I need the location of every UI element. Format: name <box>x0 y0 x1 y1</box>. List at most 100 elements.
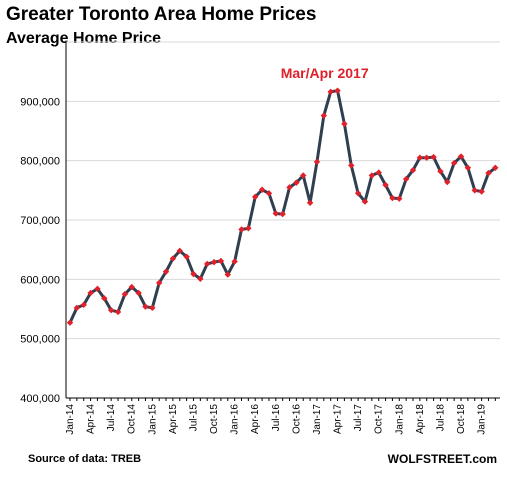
data-point-marker <box>286 184 293 191</box>
data-point-marker <box>492 164 499 171</box>
data-point-marker <box>396 195 403 202</box>
data-point-marker <box>341 120 348 128</box>
data-point-marker <box>375 169 382 176</box>
data-point-marker <box>217 257 225 265</box>
data-point-marker <box>231 258 238 265</box>
chart-title: Greater Toronto Area Home Prices <box>6 4 317 25</box>
data-point-marker <box>389 194 396 202</box>
data-point-marker <box>66 319 74 326</box>
data-point-marker <box>238 226 245 233</box>
x-tick-label: Jan-19 <box>477 404 488 435</box>
y-tick-label: 600,000 <box>20 274 60 286</box>
data-point-marker <box>464 164 472 171</box>
data-point-marker <box>382 181 389 189</box>
peak-annotation: Mar/Apr 2017 <box>281 65 369 81</box>
y-tick-label: 700,000 <box>20 215 60 227</box>
data-point-marker <box>430 153 437 161</box>
data-point-marker <box>348 162 355 169</box>
x-tick-label: Jul-15 <box>188 404 199 432</box>
x-tick-label: Jan-14 <box>65 404 76 435</box>
data-point-marker <box>416 154 424 161</box>
x-tick-label: Apr-14 <box>86 404 97 434</box>
data-point-marker <box>155 279 163 287</box>
data-point-marker <box>313 158 321 166</box>
data-point-marker <box>327 88 334 96</box>
data-point-marker <box>306 199 314 206</box>
data-point-marker <box>450 159 458 167</box>
data-point-marker <box>409 166 417 174</box>
data-point-marker <box>210 258 218 266</box>
data-point-marker <box>204 260 211 268</box>
data-point-marker <box>114 308 122 316</box>
x-tick-label: Jul-14 <box>106 404 117 432</box>
data-point-marker <box>197 275 204 282</box>
x-tick-label: Oct-15 <box>209 404 220 434</box>
data-point-marker <box>73 304 81 312</box>
data-point-marker <box>423 154 430 161</box>
data-point-marker <box>149 304 156 312</box>
gridlines <box>66 41 500 340</box>
data-point-marker <box>293 179 300 186</box>
data-point-marker <box>471 187 478 194</box>
data-point-marker <box>135 289 142 297</box>
x-tick-label: Jan-17 <box>312 404 323 435</box>
data-point-marker <box>478 188 485 195</box>
y-axis-tick-labels: 400,000 500,000 600,000 700,000 800,000 900,0… <box>20 96 60 405</box>
data-point-marker <box>252 193 259 201</box>
data-point-marker <box>334 87 341 94</box>
data-point-marker <box>80 301 87 309</box>
y-tick-label: 800,000 <box>20 156 60 168</box>
data-point-marker <box>361 198 369 205</box>
x-tick-label: Apr-17 <box>333 404 344 434</box>
x-tick-label: Oct-18 <box>456 404 467 434</box>
data-point-marker <box>224 271 231 278</box>
data-point-marker <box>444 178 451 186</box>
x-tick-label: Oct-16 <box>291 404 302 434</box>
data-point-marker <box>162 268 170 275</box>
x-tick-label: Apr-16 <box>250 404 261 434</box>
data-point-marker <box>368 172 376 179</box>
data-point-marker <box>190 270 197 278</box>
x-tick-label: Jul-16 <box>271 404 282 432</box>
y-tick-label: 400,000 <box>20 393 60 405</box>
data-point-marker <box>320 112 328 119</box>
data-point-marker <box>107 306 115 314</box>
data-point-marker <box>101 295 108 302</box>
data-point-marker <box>437 168 444 175</box>
price-series <box>66 87 499 326</box>
data-point-marker <box>265 190 273 197</box>
source-note: Source of data: TREB <box>28 453 142 465</box>
x-tick-label: Apr-15 <box>168 404 179 434</box>
data-point-marker <box>94 285 101 293</box>
x-axis-tick-labels: Jan-14 Apr-14 Jul-14 Oct-14 Jan-15 Apr-15 Jul-… <box>65 404 488 435</box>
data-point-marker <box>279 210 286 218</box>
data-point-marker <box>354 190 362 197</box>
x-tick-label: Jul-18 <box>435 404 446 432</box>
annotations: Mar/Apr 2017 <box>281 65 369 81</box>
data-point-marker <box>245 225 252 232</box>
axes <box>65 42 500 401</box>
data-point-marker <box>169 255 177 262</box>
data-point-marker <box>87 289 94 297</box>
data-point-marker <box>457 153 465 160</box>
x-tick-label: Apr-18 <box>415 404 426 434</box>
x-tick-label: Jan-16 <box>230 404 241 435</box>
x-tick-label: Oct-17 <box>374 404 385 434</box>
x-tick-label: Jan-15 <box>147 404 158 435</box>
data-point-marker <box>258 186 266 193</box>
data-point-marker <box>128 283 135 291</box>
x-tick-label: Jul-17 <box>353 404 364 432</box>
chart-subtitle: Average Home Price <box>6 30 162 47</box>
data-point-marker <box>176 247 183 255</box>
x-tick-label: Oct-14 <box>127 404 138 434</box>
data-point-marker <box>272 210 279 217</box>
brand-logo-text: WOLFSTREET.com <box>387 452 497 466</box>
data-point-marker <box>485 169 492 177</box>
data-point-marker <box>121 290 129 298</box>
data-point-marker <box>142 303 149 310</box>
data-point-marker <box>402 175 410 183</box>
x-tick-label: Jan-18 <box>394 404 405 435</box>
y-tick-label: 500,000 <box>20 334 60 346</box>
data-point-marker <box>300 172 307 179</box>
